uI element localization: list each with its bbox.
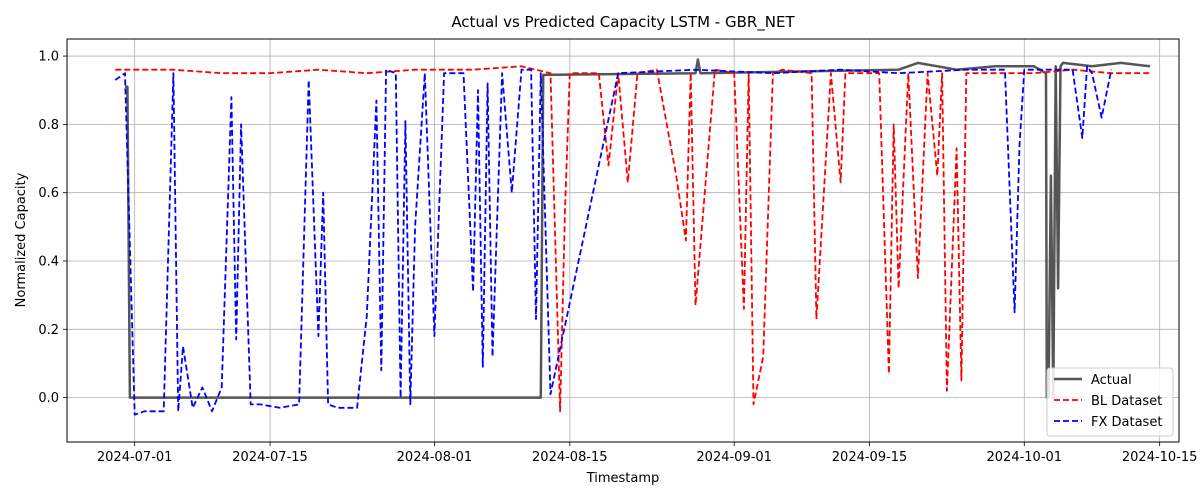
y-tick-label: 1.0 <box>38 50 59 65</box>
x-tick-label: 2024-07-15 <box>232 450 308 465</box>
series-line-fx <box>114 65 1113 416</box>
legend-label-bl: BL Dataset <box>1091 394 1162 409</box>
x-tick-label: 2024-10-15 <box>1122 450 1198 465</box>
legend-label-actual: Actual <box>1091 373 1132 388</box>
legend-box <box>1046 367 1174 437</box>
legend: Actual BL Dataset FX Dataset <box>1046 367 1174 437</box>
series-line-actual <box>125 58 1151 399</box>
x-axis-title: Timestamp <box>586 471 660 486</box>
series-line-bl <box>115 65 1150 413</box>
x-tick-label: 2024-09-15 <box>832 450 908 465</box>
y-tick-label: 0.4 <box>38 254 59 269</box>
x-tick-label: 2024-07-01 <box>97 450 173 465</box>
chart-title: Actual vs Predicted Capacity LSTM - GBR_… <box>451 13 795 32</box>
plot-frame <box>66 38 1180 443</box>
x-tick-label: 2024-09-01 <box>696 450 772 465</box>
y-tick-label: 0.2 <box>38 323 59 338</box>
y-tick-label: 0.0 <box>38 391 59 406</box>
legend-label-fx: FX Dataset <box>1091 415 1162 430</box>
axis-ticks: 2024-07-01 2024-07-15 2024-08-01 2024-08-15… <box>38 50 1197 465</box>
x-tick-label: 2024-08-01 <box>397 450 473 465</box>
x-tick-label: 2024-10-01 <box>987 450 1063 465</box>
y-axis-title: Normalized Capacity <box>14 172 29 307</box>
y-tick-label: 0.8 <box>38 118 59 133</box>
y-tick-label: 0.6 <box>38 186 59 201</box>
x-tick-label: 2024-08-15 <box>532 450 608 465</box>
series-layer <box>114 58 1151 416</box>
